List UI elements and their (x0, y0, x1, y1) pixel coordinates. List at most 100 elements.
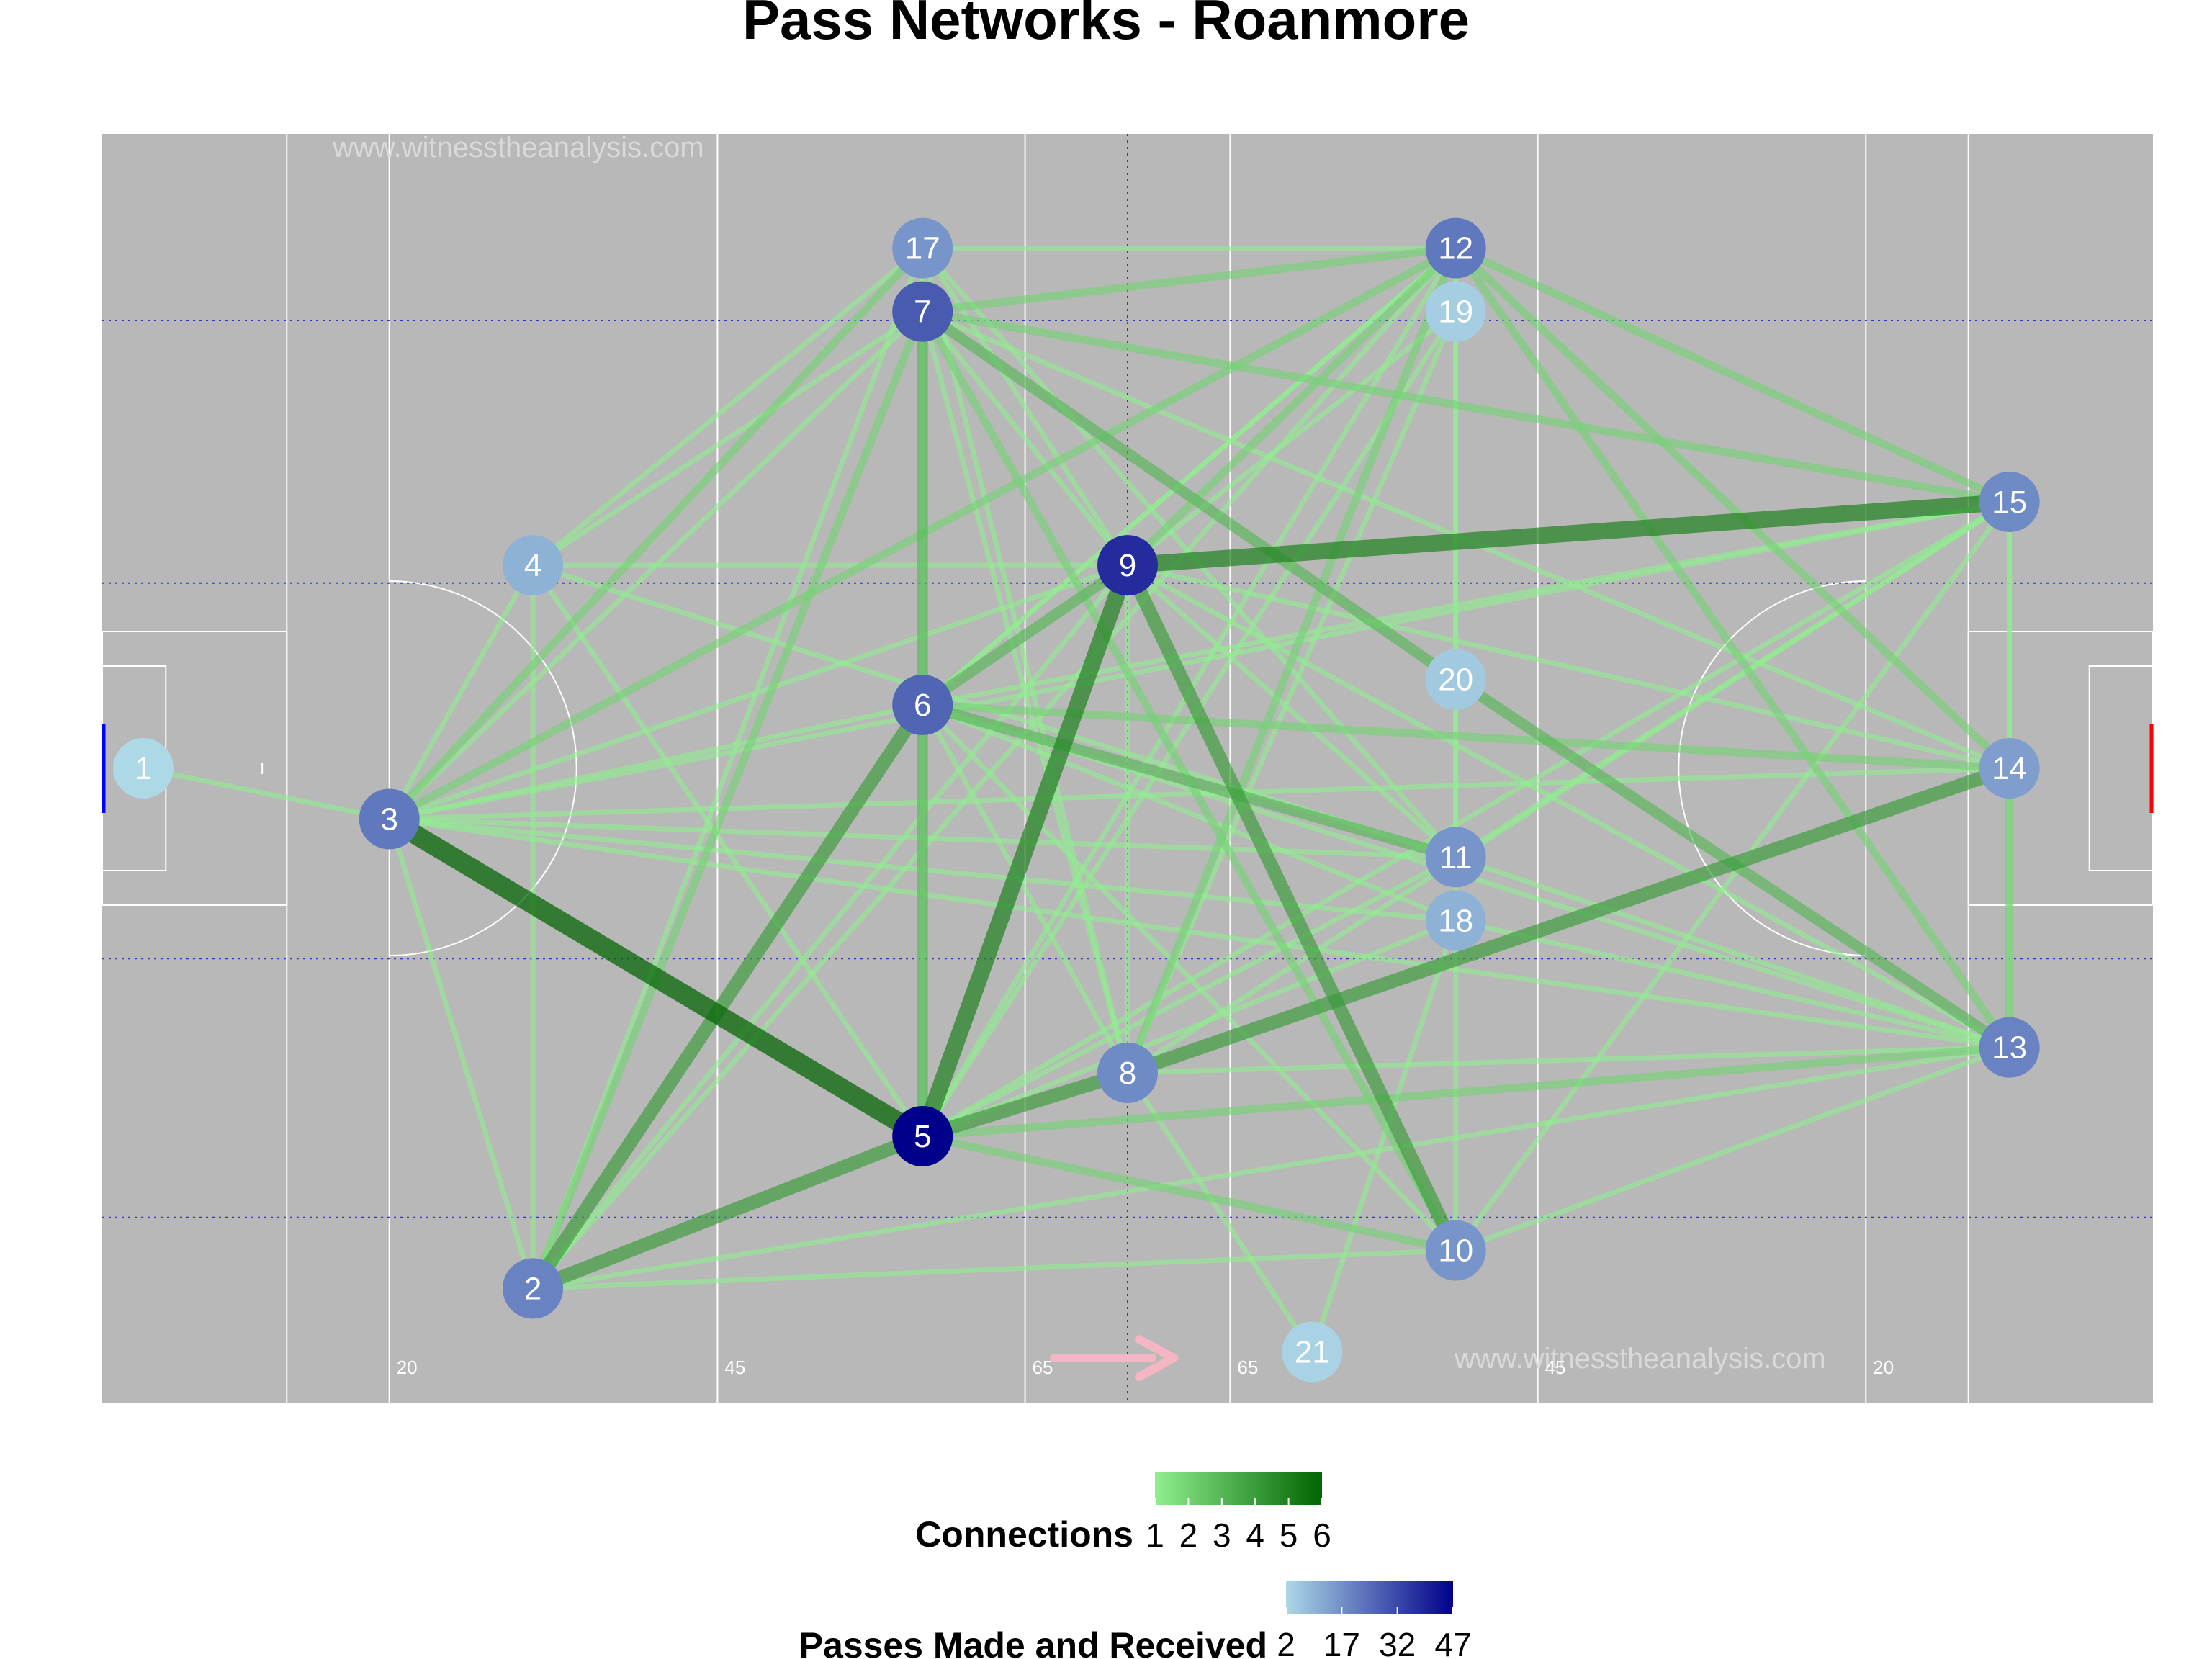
player-label-11: 11 (1439, 840, 1473, 875)
player-label-19: 19 (1438, 295, 1473, 330)
player-node-21 (1282, 1321, 1343, 1382)
pass-edge-2-6 (527, 701, 929, 1292)
player-node-6 (892, 674, 953, 735)
player-label-5: 5 (914, 1119, 931, 1154)
player-label-12: 12 (1438, 231, 1473, 266)
pass-edge-8-14 (1125, 762, 2012, 1079)
pass-edge-17-9 (920, 246, 1130, 567)
player-node-10 (1425, 1220, 1486, 1281)
legend-passes-colorbar (1286, 1581, 1453, 1614)
pass-edge-4-7 (531, 309, 925, 568)
pass-edge-12-15 (1454, 244, 2011, 505)
legend-passes-label-47: 47 (1434, 1626, 1471, 1659)
legend-passes-label-17: 17 (1323, 1626, 1360, 1659)
pass-edge-5-11 (921, 855, 1457, 1139)
pass-edge-11-15 (1454, 500, 2011, 860)
player-node-9 (1097, 535, 1158, 596)
player-node-18 (1425, 890, 1486, 951)
pass-edge-5-8 (920, 1066, 1130, 1143)
watermark-bottom: www.witnesstheanalysis.com (1454, 1343, 1826, 1375)
pass-edge-7-20 (919, 307, 1459, 684)
pass-edge-9-11 (1125, 563, 1458, 859)
legend-connections-colorbar (1155, 1472, 1322, 1505)
player-node-8 (1097, 1042, 1158, 1103)
pass-edge-6-11 (921, 699, 1457, 863)
player-label-17: 17 (905, 231, 940, 266)
pass-edge-2-13 (532, 1045, 2010, 1291)
right-arc (1678, 580, 1866, 956)
pass-edge-18-21 (1309, 920, 1459, 1353)
pass-edge-5-10 (922, 1132, 1457, 1254)
pass-edge-10-13 (1455, 1045, 2010, 1253)
player-label-14: 14 (1992, 751, 2027, 786)
pitch-marking-0: 20 (397, 1357, 418, 1378)
legend-connections-label-2: 2 (1179, 1516, 1198, 1554)
pass-edge-7-12 (922, 244, 1457, 316)
player-node-7 (892, 281, 953, 342)
legend-passes-ticks: 2 17 32 47 (1277, 1607, 1472, 1659)
pass-edge-2-12 (531, 246, 1458, 1290)
legend-connections-label-3: 3 (1213, 1516, 1231, 1554)
legend-passes-label-32: 32 (1379, 1626, 1416, 1659)
pitch-overlay: www.witnesstheanalysis.com www.witnessthe… (332, 132, 1894, 1381)
player-label-15: 15 (1992, 485, 2027, 520)
pass-edge-12-13 (1452, 246, 2013, 1050)
pass-edge-8-12 (1123, 246, 1460, 1074)
legend-passes-title: Passes Made and Received (799, 1625, 1267, 1659)
pitch-marking-1: 45 (724, 1357, 745, 1378)
legend-connections-title: Connections (915, 1514, 1133, 1555)
pass-edge-4-17 (531, 246, 925, 567)
pass-edge-3-5 (384, 810, 928, 1145)
player-label-3: 3 (380, 801, 397, 837)
pass-edge-9-10 (1121, 562, 1462, 1254)
direction-arrow-head (1135, 1335, 1178, 1381)
player-label-6: 6 (914, 688, 931, 723)
left-arc (389, 580, 577, 956)
watermark-top: www.witnesstheanalysis.com (332, 132, 704, 163)
pass-edge-5-13 (922, 1043, 2010, 1141)
pitch-marking-3: 65 (1237, 1357, 1258, 1378)
pass-edge-19-9 (1125, 309, 1457, 567)
player-nodes (112, 217, 2040, 1382)
pass-edge-3-4 (387, 564, 536, 821)
player-node-12 (1425, 217, 1486, 279)
pass-edge-6-8 (920, 703, 1130, 1074)
legend-connections-label-5: 5 (1280, 1516, 1298, 1554)
player-node-5 (892, 1105, 953, 1166)
pitch-marking-2: 65 (1033, 1357, 1053, 1378)
player-node-13 (1979, 1017, 2040, 1078)
pass-edge-10-15 (1453, 500, 2012, 1252)
pass-edge-2-10 (532, 1248, 1456, 1291)
player-label-2: 2 (524, 1271, 541, 1306)
legend-connections-label-1: 1 (1146, 1516, 1164, 1554)
pass-edge-6-10 (920, 703, 1458, 1253)
legend-passes-label-2: 2 (1277, 1626, 1295, 1659)
player-node-17 (892, 217, 953, 279)
player-node-19 (1425, 281, 1486, 342)
pass-edge-9-14 (1127, 562, 2010, 771)
pass-edge-12-6 (920, 246, 1457, 707)
player-node-14 (1979, 738, 2040, 799)
pass-edge-7-9 (920, 310, 1130, 567)
pass-edge-3-13 (389, 817, 2010, 1051)
pass-edge-8-13 (1127, 1045, 2010, 1076)
pass-edge-5-15 (921, 499, 2011, 1139)
player-label-18: 18 (1438, 903, 1473, 938)
player-label-1: 1 (135, 751, 152, 786)
player-node-20 (1425, 649, 1486, 710)
pass-edge-4-5 (531, 564, 925, 1138)
pass-edge-5-9 (914, 562, 1136, 1139)
pass-edge-5-18 (921, 918, 1457, 1139)
player-node-3 (359, 788, 420, 850)
legend-connections-label-4: 4 (1246, 1516, 1264, 1554)
pass-edge-3-17 (386, 245, 926, 822)
player-label-10: 10 (1438, 1233, 1473, 1269)
pass-edge-6-9 (919, 560, 1131, 710)
pitch-marking-5: 20 (1873, 1357, 1894, 1378)
player-label-7: 7 (914, 295, 931, 330)
player-label-8: 8 (1119, 1056, 1136, 1091)
legend-connections-label-6: 6 (1313, 1516, 1331, 1554)
